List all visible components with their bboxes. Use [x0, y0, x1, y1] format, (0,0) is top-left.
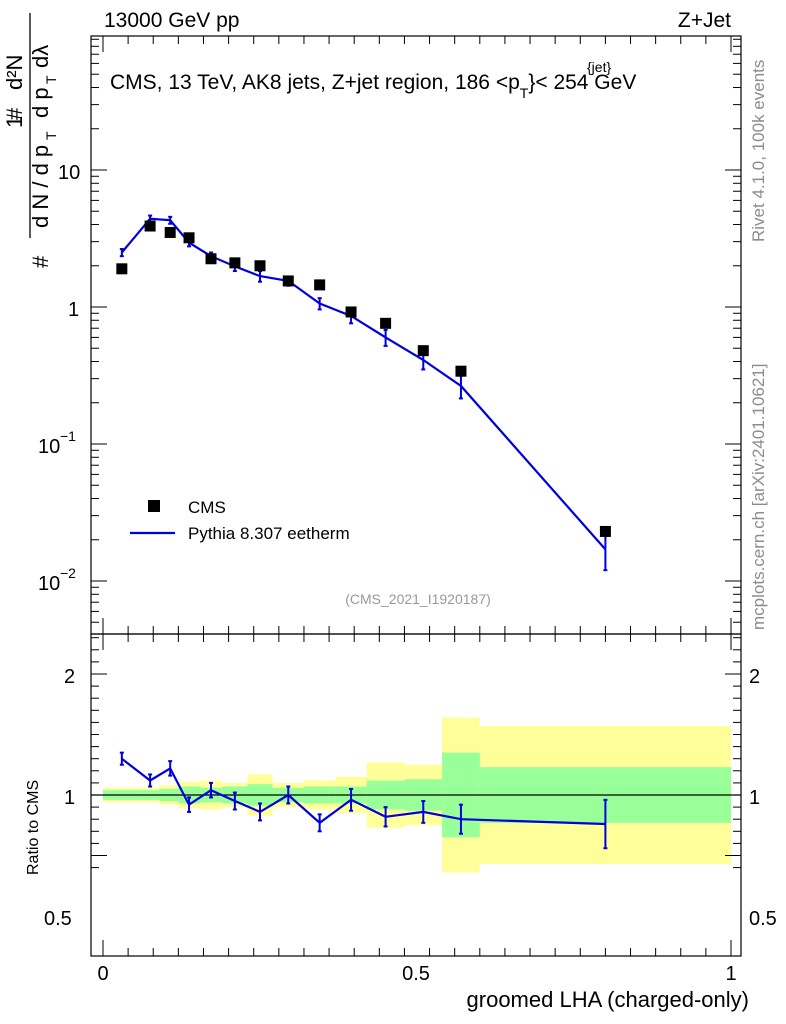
ratio-plot-content [91, 717, 741, 873]
pythia-line [120, 217, 607, 551]
rivet-version: Rivet 4.1.0, 100k events [749, 60, 768, 242]
cms-data-point [599, 525, 611, 537]
main-plot-content [116, 214, 611, 572]
header-left: 13000 GeV pp [104, 9, 239, 32]
ratio-ytick-1-right: 1 [749, 787, 760, 809]
ratio-ytick-2: 2 [64, 666, 75, 688]
main-ylabel: # 1 d N / d p T # d p T dλ d²N [2, 13, 59, 268]
legend-label-cms: CMS [188, 498, 226, 517]
mcplots-url: mcplots.cern.ch [arXiv:2401.10621] [749, 364, 768, 630]
ratio-y-ticks [91, 637, 741, 869]
cms-data-point [229, 257, 241, 269]
cms-data-point [183, 232, 195, 244]
main-y-ticks [91, 38, 741, 623]
cms-data-point [205, 253, 217, 265]
cms-data-point [282, 275, 294, 287]
xtick-label-0: 0 [97, 963, 108, 985]
header-right: Z+Jet [678, 9, 731, 32]
xtick-label-0.5: 0.5 [402, 963, 430, 985]
ratio-ylabel: Ratio to CMS [25, 780, 42, 875]
ratio-ytick-0.5: 0.5 [44, 908, 72, 930]
ytick-label-0.1: 10 [38, 436, 60, 458]
cms-data-point [116, 263, 128, 275]
svg-text:#: # [2, 107, 27, 120]
cms-data-point [164, 226, 176, 238]
analysis-id: (CMS_2021_I1920187) [345, 591, 491, 607]
title-sup: {jet} [587, 59, 611, 75]
ratio-panel: 2 1 0.5 2 1 0.5 Ratio to CMS [25, 633, 777, 957]
legend-marker-cms [148, 500, 160, 512]
x-axis-ticks [102, 36, 732, 956]
title-sub: T [520, 85, 529, 101]
svg-text:d p: d p [28, 87, 53, 118]
ytick-label-1: 1 [68, 299, 79, 321]
ytick-exp-0.01: −2 [60, 565, 76, 581]
cms-data-point [455, 365, 467, 377]
svg-text:d²N: d²N [2, 55, 27, 90]
ytick-exp-0.1: −1 [60, 428, 76, 444]
main-panel: 10 1 10 −1 10 −2 CMS, 13 TeV, AK8 jets, … [2, 13, 742, 635]
cms-data-point [380, 317, 392, 329]
cms-data-point [417, 345, 429, 357]
legend-label-pythia: Pythia 8.307 eetherm [188, 524, 350, 543]
svg-text:T: T [43, 75, 59, 84]
title-main: CMS, 13 TeV, AK8 jets, Z+jet region, 186… [110, 71, 520, 94]
cms-data-point [144, 220, 156, 232]
svg-text:T: T [43, 131, 59, 140]
cms-data-point [345, 306, 357, 318]
x-axis-label: groomed LHA (charged-only) [467, 987, 749, 1012]
svg-text:#: # [28, 255, 53, 268]
ratio-line [121, 757, 606, 826]
plot-title: CMS, 13 TeV, AK8 jets, Z+jet region, 186… [110, 71, 636, 101]
ratio-ytick-0.5-right: 0.5 [749, 908, 777, 930]
main-frame [90, 35, 742, 635]
xtick-label-1: 1 [725, 963, 736, 985]
ratio-ytick-1: 1 [64, 787, 75, 809]
cms-data-point [314, 279, 326, 291]
svg-text:1: 1 [2, 116, 27, 128]
svg-text:dλ: dλ [28, 45, 53, 68]
cms-data-point [254, 260, 266, 272]
title-end: }< 254 GeV [528, 71, 636, 94]
ytick-label-10: 10 [58, 162, 80, 184]
legend: CMS Pythia 8.307 eetherm [130, 498, 350, 543]
ytick-label-0.01: 10 [38, 573, 60, 595]
svg-text:d N / d p: d N / d p [28, 145, 53, 228]
ratio-ytick-2-right: 2 [749, 666, 760, 688]
